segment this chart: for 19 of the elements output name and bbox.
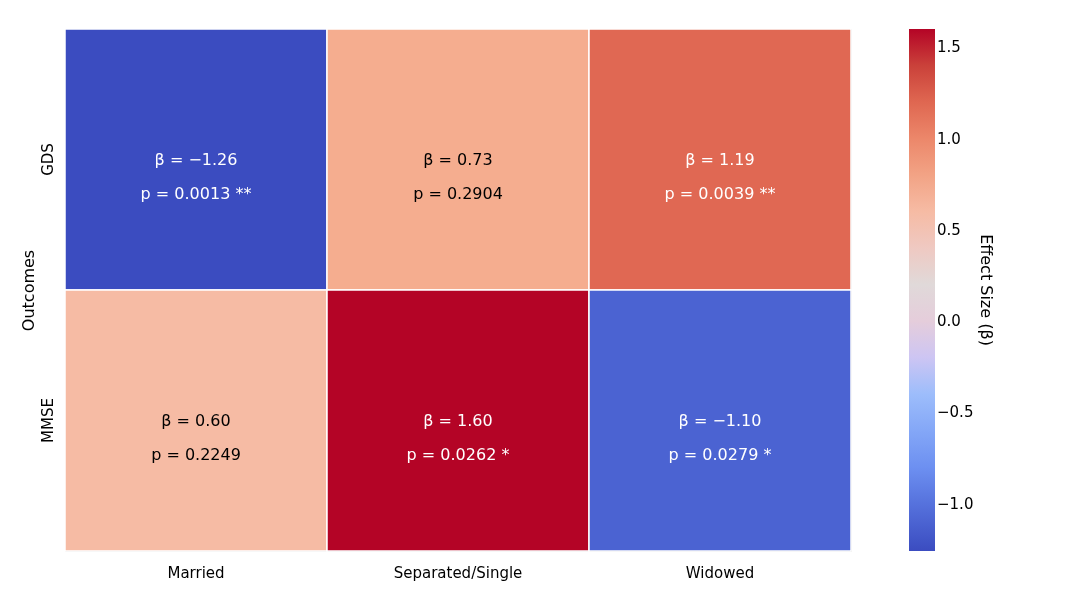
x-tick-label: Separated/Single [393,563,523,582]
data-label: β = 0.73 p = 0.2904 [413,149,503,203]
color-bar-title: Effect Size (β) [977,234,996,346]
color-bar-label: 1.0 [937,129,961,148]
color-bar-label: 0.0 [937,312,961,331]
y-tick-label: MMSE [38,398,57,443]
y-tick-label: GDS [38,143,57,176]
color-bar-label: −1.0 [937,494,974,513]
data-label: β = −1.10 p = 0.0279 * [668,410,772,464]
data-label: β = 1.19 p = 0.0039 ** [664,149,776,203]
data-label: β = 1.60 p = 0.0262 * [406,410,510,464]
x-tick-label: Married [167,563,225,582]
data-label: β = 0.60 p = 0.2249 [151,410,241,464]
color-bar-label: 1.5 [937,38,961,57]
y-axis-title: Outcomes [18,249,38,332]
color-bar-label: −0.5 [937,403,974,422]
x-tick-label: Widowed [685,563,755,582]
color-bar-label: 0.5 [937,220,961,239]
data-label: β = −1.26 p = 0.0013 ** [140,149,252,203]
